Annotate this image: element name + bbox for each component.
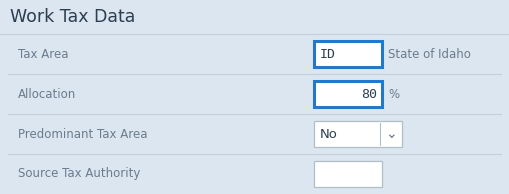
Text: Work Tax Data: Work Tax Data <box>10 8 135 26</box>
Text: ⌄: ⌄ <box>385 127 397 141</box>
Bar <box>314 161 382 187</box>
Bar <box>314 41 382 67</box>
Text: No: No <box>320 127 338 140</box>
Text: Source Tax Authority: Source Tax Authority <box>18 167 140 180</box>
Bar <box>314 81 382 107</box>
Text: %: % <box>388 87 399 100</box>
Text: Predominant Tax Area: Predominant Tax Area <box>18 127 148 140</box>
Text: ID: ID <box>320 48 336 61</box>
Text: Tax Area: Tax Area <box>18 48 69 61</box>
Bar <box>314 121 402 147</box>
Text: Allocation: Allocation <box>18 87 76 100</box>
Text: 80: 80 <box>361 87 377 100</box>
Text: State of Idaho: State of Idaho <box>388 48 471 61</box>
